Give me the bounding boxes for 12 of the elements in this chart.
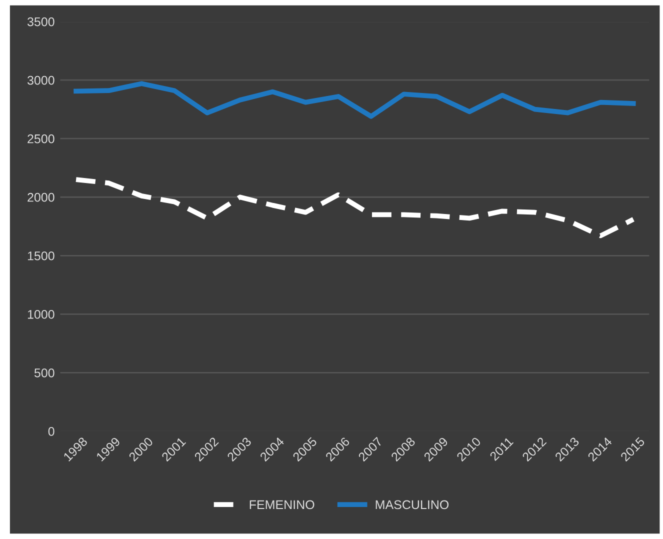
y-tick-label: 2000 bbox=[28, 192, 54, 202]
y-tick-label: 1500 bbox=[28, 251, 54, 260]
y-tick-label: 1000 bbox=[28, 310, 54, 319]
y-tick-label: 3500 bbox=[27, 17, 54, 26]
y-tick-label: 0 bbox=[48, 427, 54, 436]
line-series bbox=[74, 81, 636, 119]
y-tick-label: 500 bbox=[34, 368, 54, 378]
legend-label: MASCULINO bbox=[376, 500, 449, 510]
y-tick-label: 2500 bbox=[28, 134, 54, 144]
line-series bbox=[74, 177, 636, 238]
y-tick-label: 3000 bbox=[27, 76, 54, 85]
legend-label: FEMENINO bbox=[250, 500, 314, 510]
